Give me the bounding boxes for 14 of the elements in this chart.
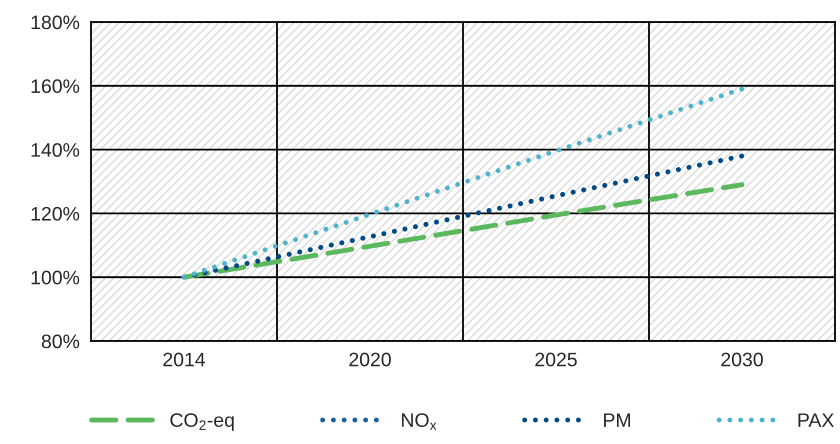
y-tick-label: 80% bbox=[42, 334, 80, 348]
x-tick-label: 2014 bbox=[163, 352, 206, 366]
y-tick-label: 120% bbox=[32, 206, 80, 221]
legend-label: NO$_{x}$ bbox=[402, 413, 436, 430]
x-tick-label: 2020 bbox=[349, 352, 391, 366]
legend-label: PM bbox=[604, 413, 630, 427]
y-tick-label: 160% bbox=[32, 79, 80, 94]
x-tick-label: 2025 bbox=[535, 352, 577, 366]
legend-label: PAX bbox=[798, 413, 834, 427]
y-tick-label: 100% bbox=[32, 270, 80, 284]
x-tick-label: 2030 bbox=[721, 352, 763, 366]
legend-label: CO$_{2}$-eq bbox=[170, 413, 234, 431]
y-tick-label: 140% bbox=[32, 143, 80, 157]
y-tick-label: 180% bbox=[32, 15, 80, 30]
